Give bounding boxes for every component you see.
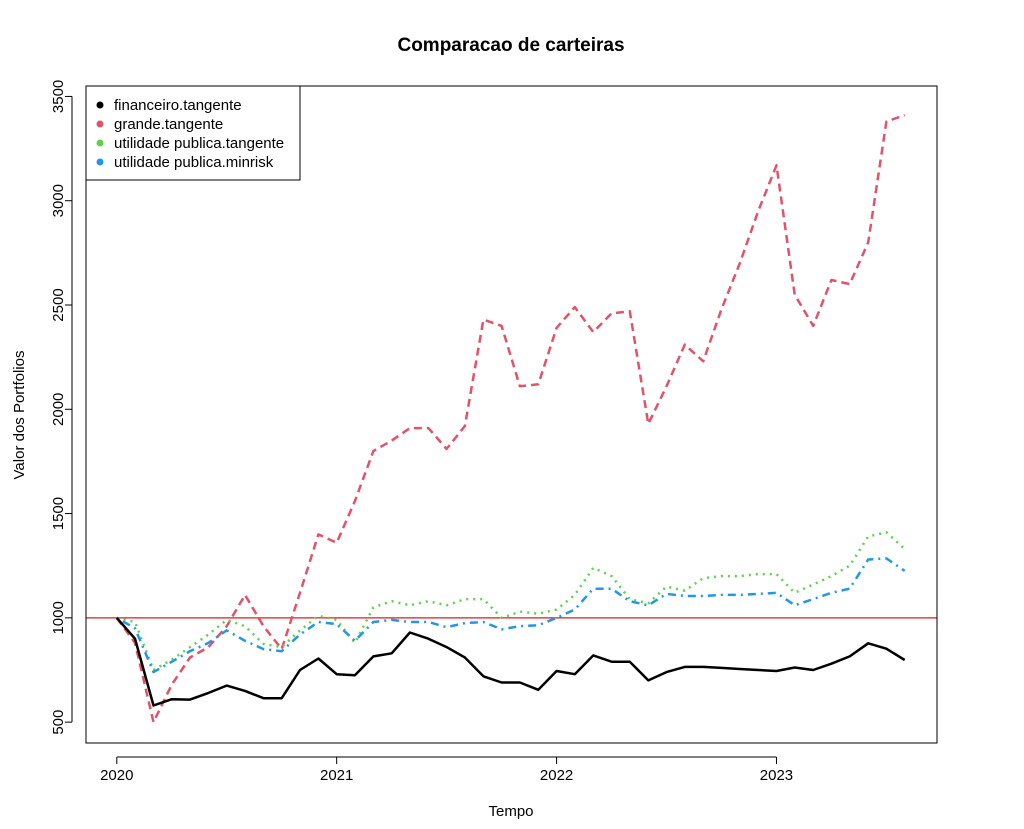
plot-frame <box>85 85 938 744</box>
series-line-grande-tangente <box>115 114 906 724</box>
y-tick-label: 1000 <box>50 601 67 634</box>
y-tick-label: 2000 <box>50 393 67 426</box>
series-line-financeiro-tangente <box>115 617 906 707</box>
legend-box <box>85 85 301 181</box>
y-tick-label: 3000 <box>50 184 67 217</box>
x-tick-label: 2023 <box>760 767 793 784</box>
legend-entry: financeiro.tangente <box>114 97 242 114</box>
y-tick-label: 1500 <box>50 497 67 530</box>
series-line-utilidade-publica-tangente <box>116 531 906 672</box>
plot-area <box>86 114 937 724</box>
y-tick-label: 500 <box>50 710 67 735</box>
legend-entry: utilidade publica.tangente <box>114 135 284 152</box>
legend-marker <box>96 139 104 147</box>
x-tick-label: 2021 <box>320 767 353 784</box>
legend-marker <box>96 120 104 128</box>
legend-marker <box>96 101 104 109</box>
y-tick-label: 2500 <box>50 288 67 321</box>
x-axis-label: Tempo <box>488 803 533 820</box>
x-tick-label: 2020 <box>100 767 133 784</box>
legend-entry: grande.tangente <box>114 116 223 133</box>
y-tick-label: 3500 <box>50 80 67 113</box>
legend-entry: utilidade publica.minrisk <box>114 154 274 171</box>
series-line-utilidade-publica-minrisk <box>116 557 906 674</box>
legend: financeiro.tangente grande.tangente utilid… <box>85 85 301 181</box>
legend-marker <box>96 158 104 166</box>
chart-title: Comparacao de carteiras <box>397 35 624 56</box>
x-tick-label: 2022 <box>540 767 573 784</box>
y-axis-label: Valor dos Portfolios <box>11 351 28 480</box>
